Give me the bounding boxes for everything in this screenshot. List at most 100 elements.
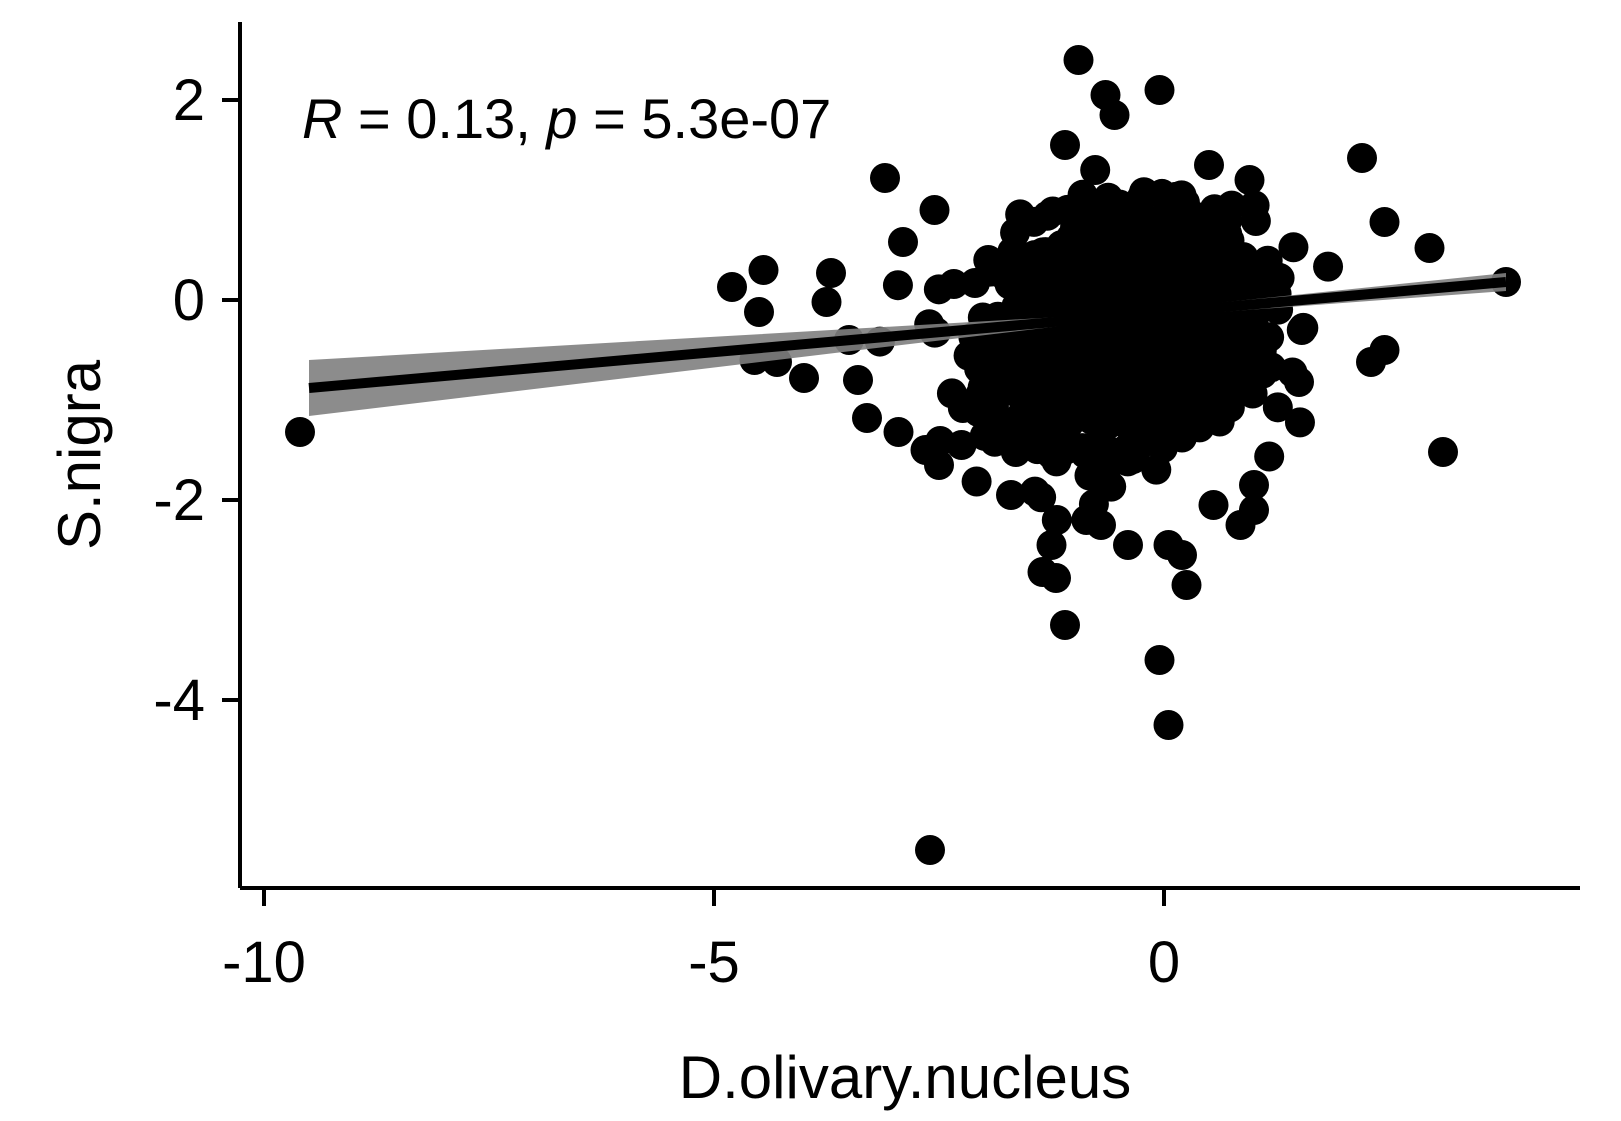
data-point [1239, 470, 1269, 500]
correlation-annotation: R = 0.13, p = 5.3e-07 [302, 87, 831, 150]
data-point [717, 272, 747, 302]
data-point [1036, 530, 1067, 560]
data-point [1369, 335, 1400, 365]
x-tick-label: -5 [688, 930, 740, 995]
y-tick-label: 0 [173, 268, 205, 333]
data-point [1074, 460, 1105, 491]
data-point [1036, 439, 1067, 470]
data-point [978, 392, 1009, 423]
data-point [1153, 530, 1184, 560]
data-point [1252, 245, 1283, 276]
data-point [1069, 212, 1100, 243]
data-point [953, 340, 984, 371]
y-tick-label: -4 [153, 668, 205, 733]
axes-layer: -10 -5 0 2 0 -2 -4 [153, 22, 1580, 995]
data-point [1284, 367, 1314, 397]
data-point [1027, 274, 1058, 305]
data-point [789, 363, 819, 393]
data-point [843, 365, 873, 395]
data-point [1026, 482, 1057, 513]
data-point [924, 450, 954, 480]
data-point [1109, 392, 1140, 423]
data-point [1145, 356, 1176, 387]
data-point [1041, 563, 1071, 593]
y-tick-label: -2 [153, 468, 205, 533]
data-point [1121, 236, 1152, 267]
labels-layer: R = 0.13, p = 5.3e-07 D.olivary.nucleus … [46, 87, 1131, 1111]
data-point [1023, 353, 1054, 384]
data-point [870, 163, 900, 193]
data-point [992, 344, 1023, 375]
data-point [1048, 343, 1079, 374]
data-point [1063, 45, 1094, 75]
data-point [1084, 353, 1115, 384]
data-point [1080, 155, 1111, 185]
data-point [919, 195, 950, 225]
data-point [852, 403, 882, 433]
data-point [1149, 389, 1180, 420]
data-point [1093, 182, 1124, 213]
data-point [1099, 100, 1130, 130]
data-point [1182, 227, 1213, 258]
data-point [938, 269, 969, 300]
data-point [1237, 378, 1268, 409]
data-point [1037, 196, 1068, 227]
data-point [1141, 454, 1172, 485]
data-point [748, 255, 779, 285]
data-point [996, 480, 1026, 510]
data-point [1262, 392, 1293, 423]
data-point [1069, 270, 1100, 301]
data-point [1194, 150, 1224, 180]
data-point [1428, 437, 1458, 467]
data-point [1313, 251, 1344, 282]
data-point [1204, 406, 1235, 437]
data-point [1205, 245, 1236, 276]
data-point [1019, 247, 1050, 278]
data-point [1369, 207, 1400, 237]
data-point [1153, 710, 1184, 740]
x-tick-label: 0 [1148, 930, 1180, 995]
data-point [883, 417, 914, 447]
p-symbol: p [544, 87, 577, 150]
regression-line [308, 277, 1507, 393]
data-point [961, 466, 992, 497]
data-point [969, 420, 1000, 451]
data-point [1181, 252, 1212, 283]
points-layer [285, 45, 1521, 865]
data-point [994, 259, 1025, 290]
data-point [816, 258, 846, 288]
data-point [1347, 143, 1377, 173]
p-text: = 5.3e-07 [578, 87, 832, 150]
data-point [1050, 130, 1080, 160]
data-point [1171, 570, 1202, 600]
data-point [1216, 190, 1247, 221]
data-point [1234, 165, 1265, 195]
data-point [1278, 232, 1309, 263]
data-point [1414, 233, 1445, 263]
fit-layer [308, 273, 1507, 416]
data-point [1239, 190, 1270, 221]
data-point [946, 430, 977, 460]
r-symbol: R [302, 87, 342, 150]
data-point [1286, 314, 1317, 345]
data-point [1046, 237, 1077, 268]
data-point [1050, 610, 1080, 640]
data-point [1205, 268, 1236, 299]
data-point [915, 835, 945, 865]
data-point [1144, 75, 1175, 105]
data-point [1079, 380, 1110, 411]
data-point [1102, 444, 1133, 475]
data-point [1113, 530, 1143, 560]
data-point [1142, 328, 1173, 359]
data-point [811, 287, 842, 317]
data-point [1198, 490, 1229, 520]
data-point [1239, 495, 1269, 525]
data-point [1086, 510, 1116, 540]
y-axis-title: S.nigra [46, 359, 113, 550]
data-point [1074, 241, 1105, 272]
data-point [285, 417, 315, 447]
data-point [1054, 408, 1085, 439]
data-point [1187, 322, 1218, 353]
data-point [1254, 441, 1285, 472]
